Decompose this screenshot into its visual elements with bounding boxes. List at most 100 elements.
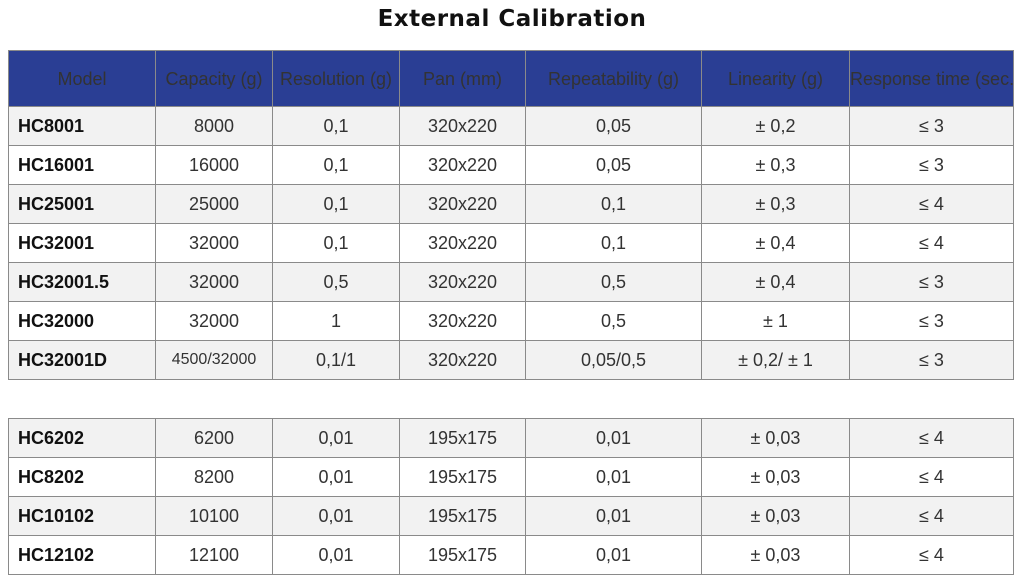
capacity-cell: 8000: [155, 106, 273, 146]
repeatability-cell: 0,5: [525, 301, 702, 341]
capacity-cell: 32000: [155, 301, 273, 341]
model-cell: HC12102: [8, 535, 156, 575]
capacity-cell: 10100: [155, 496, 273, 536]
pan-cell: 320x220: [399, 106, 526, 146]
table-row: HC25001 25000 0,1 320x220 0,1 ± 0,3 ≤ 4: [8, 184, 1014, 224]
pan-cell: 195x175: [399, 496, 526, 536]
resolution-cell: 0,1: [272, 106, 400, 146]
repeatability-cell: 0,5: [525, 262, 702, 302]
resolution-cell: 1: [272, 301, 400, 341]
response-time-cell: ≤ 3: [849, 301, 1014, 341]
linearity-cell: ± 0,03: [701, 457, 850, 497]
response-time-cell: ≤ 4: [849, 535, 1014, 575]
resolution-cell: 0,1: [272, 223, 400, 263]
capacity-cell: 25000: [155, 184, 273, 224]
response-time-cell: ≤ 4: [849, 184, 1014, 224]
linearity-cell: ± 0,4: [701, 262, 850, 302]
resolution-cell: 0,5: [272, 262, 400, 302]
header-capacity: Capacity (g): [155, 50, 273, 107]
table-body-group1: HC8001 8000 0,1 320x220 0,05 ± 0,2 ≤ 3 HC16001 1…: [8, 106, 1014, 380]
table-row: HC12102 12100 0,01 195x175 0,01 ± 0,03 ≤ 4: [8, 535, 1014, 575]
repeatability-cell: 0,1: [525, 223, 702, 263]
linearity-cell: ± 0,3: [701, 145, 850, 185]
model-cell: HC8001: [8, 106, 156, 146]
linearity-cell: ± 0,03: [701, 535, 850, 575]
repeatability-cell: 0,05/0,5: [525, 340, 702, 380]
repeatability-cell: 0,1: [525, 184, 702, 224]
capacity-cell: 32000: [155, 262, 273, 302]
pan-cell: 320x220: [399, 340, 526, 380]
pan-cell: 320x220: [399, 223, 526, 263]
table-row: HC32001.5 32000 0,5 320x220 0,5 ± 0,4 ≤ 3: [8, 262, 1014, 302]
table-row: HC32000 32000 1 320x220 0,5 ± 1 ≤ 3: [8, 301, 1014, 341]
table-row: HC16001 16000 0,1 320x220 0,05 ± 0,3 ≤ 3: [8, 145, 1014, 185]
header-pan: Pan (mm): [399, 50, 526, 107]
table-row: HC32001 32000 0,1 320x220 0,1 ± 0,4 ≤ 4: [8, 223, 1014, 263]
table-header-row: Model Capacity (g) Resolution (g) Pan (m…: [8, 50, 1014, 107]
response-time-cell: ≤ 3: [849, 340, 1014, 380]
model-cell: HC32000: [8, 301, 156, 341]
model-cell: HC32001.5: [8, 262, 156, 302]
resolution-cell: 0,1: [272, 145, 400, 185]
table-row: HC10102 10100 0,01 195x175 0,01 ± 0,03 ≤ 4: [8, 496, 1014, 536]
capacity-cell: 8200: [155, 457, 273, 497]
repeatability-cell: 0,05: [525, 106, 702, 146]
response-time-cell: ≤ 3: [849, 145, 1014, 185]
resolution-cell: 0,01: [272, 457, 400, 497]
linearity-cell: ± 0,03: [701, 496, 850, 536]
resolution-cell: 0,01: [272, 418, 400, 458]
response-time-cell: ≤ 3: [849, 106, 1014, 146]
model-cell: HC8202: [8, 457, 156, 497]
pan-cell: 320x220: [399, 301, 526, 341]
linearity-cell: ± 0,4: [701, 223, 850, 263]
pan-cell: 320x220: [399, 184, 526, 224]
pan-cell: 195x175: [399, 418, 526, 458]
response-time-cell: ≤ 4: [849, 223, 1014, 263]
response-time-cell: ≤ 3: [849, 262, 1014, 302]
linearity-cell: ± 0,03: [701, 418, 850, 458]
capacity-cell: 12100: [155, 535, 273, 575]
repeatability-cell: 0,05: [525, 145, 702, 185]
header-model: Model: [8, 50, 156, 107]
header-repeatability: Repeatability (g): [525, 50, 702, 107]
linearity-cell: ± 1: [701, 301, 850, 341]
linearity-cell: ± 0,3: [701, 184, 850, 224]
response-time-cell: ≤ 4: [849, 418, 1014, 458]
model-cell: HC10102: [8, 496, 156, 536]
header-resolution: Resolution (g): [272, 50, 400, 107]
resolution-cell: 0,01: [272, 535, 400, 575]
model-cell: HC32001D: [8, 340, 156, 380]
linearity-cell: ± 0,2/ ± 1: [701, 340, 850, 380]
table-row: HC8001 8000 0,1 320x220 0,05 ± 0,2 ≤ 3: [8, 106, 1014, 146]
capacity-cell: 16000: [155, 145, 273, 185]
model-cell: HC16001: [8, 145, 156, 185]
header-response-time: Response time (sec.): [849, 50, 1014, 107]
pan-cell: 320x220: [399, 145, 526, 185]
spec-table-second: HC6202 6200 0,01 195x175 0,01 ± 0,03 ≤ 4 HC8202…: [8, 418, 1014, 575]
repeatability-cell: 0,01: [525, 535, 702, 575]
table-row: HC8202 8200 0,01 195x175 0,01 ± 0,03 ≤ 4: [8, 457, 1014, 497]
response-time-cell: ≤ 4: [849, 457, 1014, 497]
spec-table-main: Model Capacity (g) Resolution (g) Pan (m…: [8, 50, 1014, 380]
resolution-cell: 0,1: [272, 184, 400, 224]
model-cell: HC25001: [8, 184, 156, 224]
repeatability-cell: 0,01: [525, 496, 702, 536]
resolution-cell: 0,01: [272, 496, 400, 536]
resolution-cell: 0,1/1: [272, 340, 400, 380]
header-linearity: Linearity (g): [701, 50, 850, 107]
table-body-group2: HC6202 6200 0,01 195x175 0,01 ± 0,03 ≤ 4 HC8202…: [8, 418, 1014, 575]
linearity-cell: ± 0,2: [701, 106, 850, 146]
model-cell: HC32001: [8, 223, 156, 263]
response-time-cell: ≤ 4: [849, 496, 1014, 536]
capacity-cell: 4500/32000: [155, 340, 273, 380]
capacity-cell: 6200: [155, 418, 273, 458]
repeatability-cell: 0,01: [525, 457, 702, 497]
table-row: HC32001D 4500/32000 0,1/1 320x220 0,05/0,5 ± …: [8, 340, 1014, 380]
pan-cell: 320x220: [399, 262, 526, 302]
model-cell: HC6202: [8, 418, 156, 458]
table-row: HC6202 6200 0,01 195x175 0,01 ± 0,03 ≤ 4: [8, 418, 1014, 458]
repeatability-cell: 0,01: [525, 418, 702, 458]
capacity-cell: 32000: [155, 223, 273, 263]
page-title: External Calibration: [377, 6, 647, 32]
pan-cell: 195x175: [399, 457, 526, 497]
